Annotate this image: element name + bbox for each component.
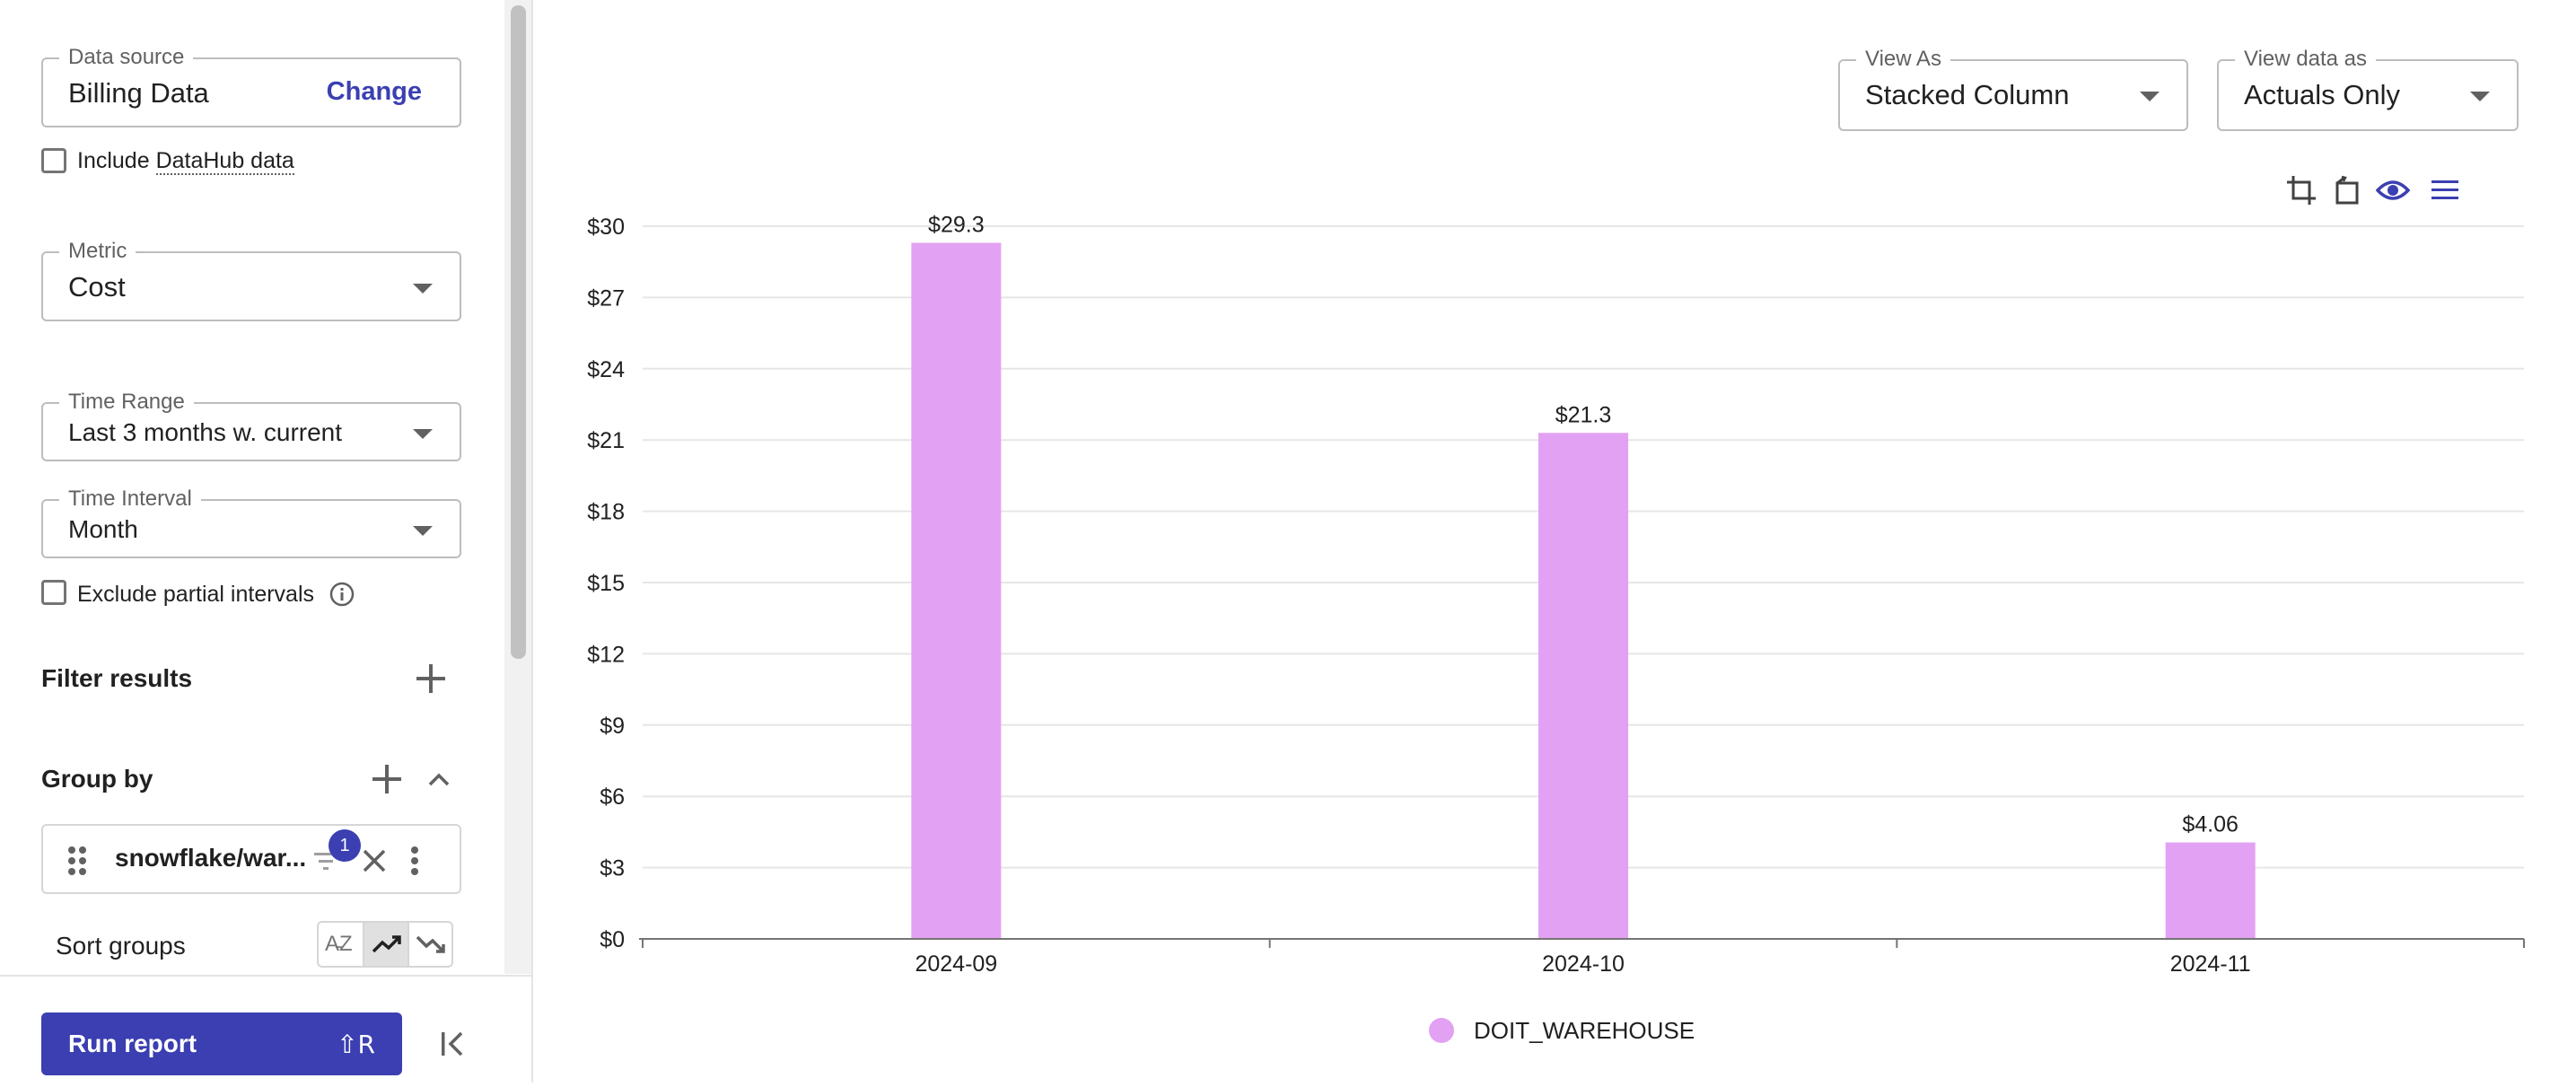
add-filter-icon[interactable] xyxy=(416,664,445,693)
bar-chart: $0 $3 $6 $9 $12 $15 $18 $21 $24 $27 $30 $29.3 2024-0… xyxy=(587,213,2525,1044)
sort-alpha-button[interactable]: A̵Z xyxy=(319,923,364,966)
run-report-button[interactable]: Run report ⇧R xyxy=(41,1012,402,1075)
drag-handle-icon[interactable] xyxy=(66,846,88,876)
group-chip-label: snowflake/war... xyxy=(115,844,307,872)
view-as-value: Stacked Column xyxy=(1865,79,2070,110)
view-as-label: View As xyxy=(1856,47,1950,72)
time-interval-select[interactable]: Time Interval Month xyxy=(41,487,461,558)
y-tick-label: $21 xyxy=(587,428,625,453)
metric-label: Metric xyxy=(59,239,136,264)
info-icon[interactable] xyxy=(329,581,355,608)
data-label: $21.3 xyxy=(1555,402,1612,427)
data-source-label: Data source xyxy=(59,45,194,70)
collapse-panel-icon[interactable] xyxy=(438,1029,469,1059)
view-data-as-value: Actuals Only xyxy=(2244,79,2401,110)
chevron-down-icon xyxy=(2470,92,2490,101)
x-tick-label: 2024-10 xyxy=(1542,951,1625,977)
include-datahub-prefix: Include xyxy=(77,148,156,173)
panel-scrollbar-thumb[interactable] xyxy=(511,5,526,659)
trending-down-icon xyxy=(416,935,446,953)
bar-2024-10[interactable] xyxy=(1538,433,1628,939)
view-data-as-select[interactable]: View data as Actuals Only xyxy=(2217,47,2519,131)
crop-button[interactable] xyxy=(2282,171,2321,210)
y-tick-label: $30 xyxy=(587,215,625,240)
y-tick-label: $15 xyxy=(587,571,625,596)
exclude-partial-label: Exclude partial intervals xyxy=(77,582,315,607)
x-tick-label: 2024-09 xyxy=(915,951,997,977)
data-source-field: Data source Billing Data Change xyxy=(41,45,461,127)
panel-footer-divider xyxy=(0,975,531,977)
time-interval-value: Month xyxy=(68,515,138,543)
legend-label: DOIT_WAREHOUSE xyxy=(1474,1017,1695,1044)
reset-zoom-button[interactable] xyxy=(2326,171,2366,210)
metric-select[interactable]: Metric Cost xyxy=(41,239,461,321)
trending-up-icon xyxy=(372,935,401,953)
view-as-select[interactable]: View As Stacked Column xyxy=(1838,47,2188,131)
filter-icon[interactable] xyxy=(312,849,339,874)
view-data-as-label: View data as xyxy=(2235,47,2376,72)
chart-area: $0 $3 $6 $9 $12 $15 $18 $21 $24 $27 $30 $29.3 2024-0… xyxy=(535,0,2572,1087)
include-datahub-checkbox[interactable] xyxy=(41,148,66,173)
close-icon[interactable] xyxy=(361,847,388,874)
report-config-panel: Data source Billing Data Change Include … xyxy=(0,0,531,1083)
crop-icon xyxy=(2287,176,2316,205)
exclude-partial-checkbox[interactable] xyxy=(41,580,66,605)
bar-2024-11[interactable] xyxy=(2165,842,2256,939)
time-range-value: Last 3 months w. current xyxy=(68,418,343,446)
run-report-label: Run report xyxy=(68,1030,197,1057)
sort-trending-up-button[interactable] xyxy=(364,923,410,966)
datahub-link[interactable]: DataHub data xyxy=(155,148,294,175)
metric-value: Cost xyxy=(68,271,126,302)
sort-toggle-group: A̵Z xyxy=(317,921,453,968)
group-chip[interactable]: snowflake/war... 1 xyxy=(41,824,461,894)
y-tick-label: $24 xyxy=(587,357,625,382)
data-source-value: Billing Data xyxy=(68,77,209,109)
data-label: $29.3 xyxy=(928,213,985,238)
sort-trending-down-button[interactable] xyxy=(409,923,451,966)
x-tick-label: 2024-11 xyxy=(2170,951,2251,977)
y-tick-label: $18 xyxy=(587,500,625,525)
chevron-down-icon xyxy=(413,429,433,439)
sort-groups-label: Sort groups xyxy=(56,932,186,960)
legend-item[interactable]: DOIT_WAREHOUSE xyxy=(1429,1017,1695,1044)
menu-icon xyxy=(2431,180,2458,199)
chevron-down-icon xyxy=(2140,92,2160,101)
y-tick-label: $9 xyxy=(600,714,625,739)
y-tick-label: $0 xyxy=(600,927,625,952)
add-group-icon[interactable] xyxy=(372,765,401,793)
include-datahub-label: Include DataHub data xyxy=(77,148,294,175)
y-tick-label: $3 xyxy=(600,856,625,881)
chevron-down-icon xyxy=(413,526,433,536)
group-by-title: Group by xyxy=(41,765,153,793)
change-data-source-button[interactable]: Change xyxy=(326,77,422,106)
chevron-down-icon xyxy=(413,284,433,294)
more-vert-icon[interactable] xyxy=(409,846,420,876)
toggle-visibility-button[interactable] xyxy=(2373,171,2413,210)
filter-results-title: Filter results xyxy=(41,664,193,692)
time-range-select[interactable]: Time Range Last 3 months w. current xyxy=(41,390,461,461)
data-label: $4.06 xyxy=(2182,812,2239,837)
time-range-label: Time Range xyxy=(59,390,194,415)
chevron-up-icon[interactable] xyxy=(424,765,454,795)
sort-alpha-icon: A̵Z xyxy=(325,932,353,956)
eye-icon xyxy=(2376,180,2410,200)
reset-zoom-icon xyxy=(2335,175,2359,205)
y-tick-label: $27 xyxy=(587,285,625,311)
legend-marker xyxy=(1429,1018,1454,1043)
time-interval-label: Time Interval xyxy=(59,487,201,512)
y-tick-label: $6 xyxy=(600,785,625,810)
chart-menu-button[interactable] xyxy=(2425,171,2465,210)
y-tick-label: $12 xyxy=(587,642,625,667)
filter-count-badge: 1 xyxy=(329,829,361,862)
run-report-shortcut: ⇧R xyxy=(337,1030,375,1059)
panel-divider xyxy=(531,0,533,1083)
bar-2024-09[interactable] xyxy=(911,242,1002,939)
